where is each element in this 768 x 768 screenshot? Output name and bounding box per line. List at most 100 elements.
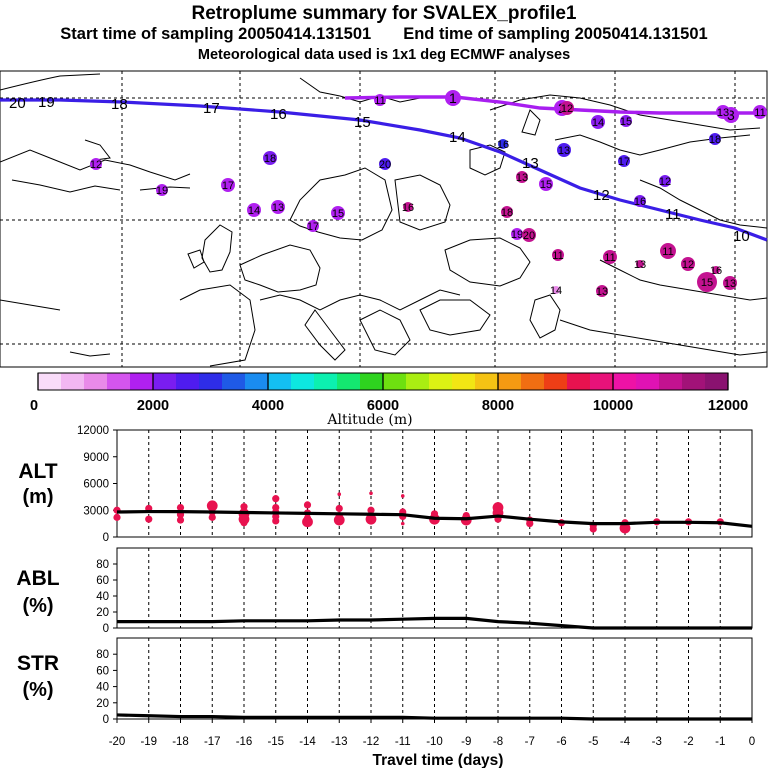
met-data-label: Meteorological data used is 1x1 deg ECMW…: [197, 47, 571, 63]
y-tick-label: 60: [96, 575, 109, 587]
cluster-marker: [709, 133, 721, 145]
cluster-label: 14: [592, 117, 604, 129]
alt-point: [302, 516, 313, 528]
panel-unit-label: (%): [22, 679, 53, 701]
alt-point: [176, 516, 185, 524]
cluster-label: 12: [659, 176, 671, 188]
cluster-marker: [403, 202, 413, 212]
cluster-marker: [522, 228, 536, 242]
track-label-day: 17: [203, 100, 220, 117]
cluster-label: 17: [618, 156, 630, 168]
series-line: [116, 713, 752, 721]
cluster-label: 13: [724, 278, 736, 290]
time-series-panels: 030006000900012000ALT(m)020406080ABL(%)0…: [16, 425, 755, 768]
cluster-marker: [659, 175, 671, 187]
x-tick-label: -5: [588, 736, 598, 748]
colorbar-label: Altitude (m): [326, 412, 412, 428]
colorbar-tick-label: 6000: [367, 398, 399, 414]
cluster-marker: [552, 249, 564, 261]
end-time-label: End time of sampling 20050414.131501: [403, 25, 708, 43]
colorbar-swatch: [682, 373, 706, 390]
y-tick-label: 20: [96, 607, 109, 619]
panel-unit-label: (%): [22, 595, 53, 617]
plume-track-primary-line: [0, 98, 768, 242]
y-tick-label: 9000: [83, 452, 109, 464]
colorbar-swatch: [521, 373, 545, 390]
panel-unit-label: (m): [22, 486, 53, 508]
alt-point: [619, 522, 631, 534]
alt-point: [367, 506, 375, 514]
cluster-marker: [712, 266, 720, 274]
chart-title: Retroplume summary for SVALEX_profile1: [191, 3, 577, 24]
series-line: [117, 616, 752, 630]
x-tick-label: -13: [331, 736, 348, 748]
y-tick-label: 12000: [77, 425, 109, 437]
cluster-label: 16: [402, 202, 414, 214]
y-tick-label: 80: [96, 649, 109, 661]
plume-track-secondary-line: [344, 95, 767, 115]
cluster-marker: [511, 228, 523, 240]
alt-point: [333, 514, 345, 526]
start-time-label: Start time of sampling 20050414.131501: [60, 25, 372, 43]
cluster-label: 18: [264, 153, 276, 165]
y-tick-label: 0: [103, 532, 109, 544]
x-tick-label: -9: [461, 736, 471, 748]
cluster-label: 11: [662, 246, 673, 258]
x-tick-label: -3: [652, 736, 662, 748]
colorbar-swatch: [452, 373, 476, 390]
track-label-day: 1: [449, 90, 457, 106]
colorbar-swatch: [130, 373, 154, 390]
cluster-label: 18: [501, 207, 513, 219]
cluster-marker: [374, 94, 386, 106]
y-tick-label: 40: [96, 591, 109, 603]
x-tick-label: -7: [525, 736, 535, 748]
colorbar-swatch: [268, 373, 292, 390]
cluster-label: 19: [511, 229, 523, 241]
cluster-label: 11: [374, 95, 385, 107]
x-tick-label: -6: [556, 736, 566, 748]
x-tick-label: -14: [299, 736, 316, 748]
y-tick-label: 20: [96, 698, 109, 710]
x-tick-label: 0: [749, 736, 755, 748]
cluster-label: 11: [552, 250, 563, 262]
cluster-marker: [271, 200, 285, 214]
cluster-label: 17: [222, 180, 234, 192]
colorbar-swatch: [636, 373, 660, 390]
colorbar-swatch: [153, 373, 177, 390]
map-panel: 20 19 18 17 16 15 14 13 12 11 10 123 111…: [0, 70, 768, 368]
cluster-label: 17: [307, 221, 319, 233]
cluster-label: 13: [558, 145, 570, 157]
y-tick-label: 80: [96, 559, 109, 571]
cluster-marker: [560, 101, 574, 115]
cluster-marker: [557, 143, 571, 157]
y-tick-label: 6000: [83, 479, 109, 491]
cluster-marker: [221, 178, 235, 192]
alt-point: [272, 517, 280, 525]
cluster-label: 13: [717, 107, 729, 119]
y-tick-label: 60: [96, 665, 109, 677]
x-tick-label: -2: [683, 736, 693, 748]
colorbar-swatch: [475, 373, 499, 390]
x-axis-label: Travel time (days): [373, 752, 504, 768]
cluster-label: 16: [634, 196, 646, 208]
track-label-day: 11: [665, 206, 681, 223]
cluster-marker: [636, 260, 644, 268]
panel-str: 0 20 40 60 80 STR (%): [17, 637, 753, 726]
cluster-label: 15: [540, 179, 552, 191]
alt-point: [400, 494, 405, 498]
colorbar-swatch: [705, 373, 729, 390]
x-tick-label: -19: [140, 736, 157, 748]
sampling-times: Start time of sampling 20050414.131501 En…: [0, 25, 768, 44]
colorbar-swatch: [659, 373, 683, 390]
cluster-marker: [379, 158, 391, 170]
plume-track: 20 19 18 17 16 15 14 13 12 11 10 12 3: [0, 90, 768, 245]
cluster-marker: [247, 203, 261, 217]
cluster-label: 16: [497, 139, 509, 151]
x-tick-label: -12: [363, 736, 380, 748]
cluster-marker: [697, 272, 717, 292]
track-label-day: 10: [733, 228, 750, 245]
cluster-label: 11: [754, 107, 765, 119]
x-tick-label: -16: [236, 736, 253, 748]
alt-point: [206, 500, 218, 512]
colorbar-tick-label: 4000: [252, 398, 284, 414]
